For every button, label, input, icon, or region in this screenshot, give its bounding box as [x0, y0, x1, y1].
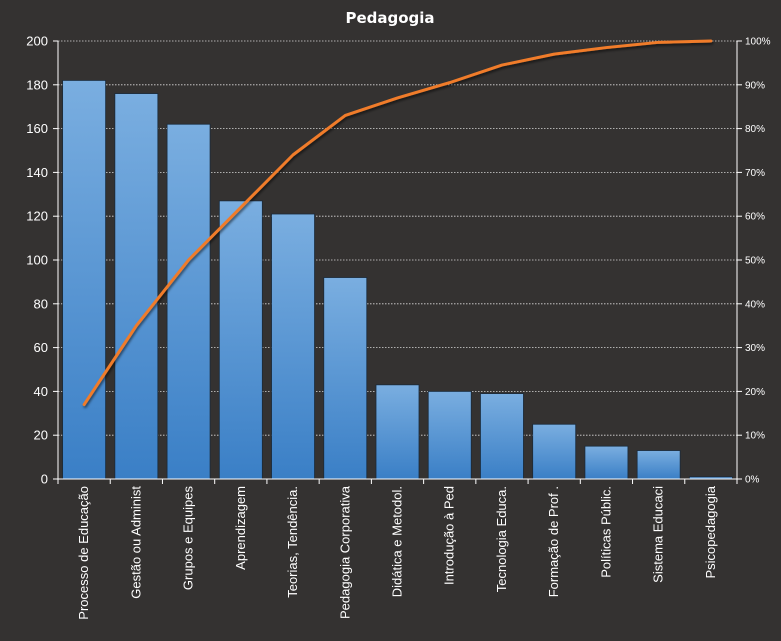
x-tick-label: Sistema Educaci [651, 486, 666, 583]
y-tick-label: 160 [26, 121, 48, 136]
x-tick-label: Tecnologia Educa. [494, 486, 509, 592]
bar [427, 390, 472, 480]
axes [53, 40, 742, 484]
chart-title: Pedagogia [345, 9, 434, 27]
y2-tick-label: 100% [745, 37, 771, 48]
y2-tick-label: 0% [745, 475, 760, 486]
x-tick-label: Grupos e Equipes [181, 486, 196, 591]
cumulative-percent-line [82, 39, 713, 407]
y2-tick-label: 60% [745, 212, 765, 223]
bar [218, 200, 263, 480]
x-tick-label: Introdução à Ped [442, 486, 457, 585]
x-tick-label: Didática e Metodol. [390, 486, 405, 597]
y-tick-label: 60 [34, 340, 48, 355]
x-tick-label: Aprendizagem [233, 486, 248, 570]
y2-tick-label: 40% [745, 299, 765, 310]
y2-tick-label: 20% [745, 387, 765, 398]
y-tick-label: 0 [41, 472, 48, 487]
x-tick-label: Psicopedagogia [703, 485, 718, 578]
x-tick-label: Processo de Educação [76, 486, 91, 620]
bar [375, 384, 420, 480]
y2-axis-ticks: 0% 10% 20% 30% 40% 50% 60% 70% 80% 90% 100% [745, 37, 771, 486]
y-tick-label: 40 [34, 384, 48, 399]
x-tick-label: Formação de Prof . [546, 486, 561, 597]
x-tick-label: Pedagogia Corporativa [337, 485, 352, 619]
y-tick-label: 100 [26, 253, 48, 268]
y-tick-label: 200 [26, 34, 48, 49]
x-tick-label: Gestão ou Administ [128, 486, 143, 599]
x-tick-label: Teorias, Tendência. [285, 486, 300, 598]
bar [636, 450, 681, 480]
bar [271, 213, 315, 480]
bar [62, 80, 107, 480]
y-tick-label: 20 [34, 428, 48, 443]
y2-tick-label: 10% [745, 431, 765, 442]
bar [323, 277, 368, 480]
cumulative-line [82, 39, 713, 407]
bar [584, 445, 629, 480]
bars [62, 80, 733, 480]
gridlines [58, 40, 737, 436]
y2-tick-label: 70% [745, 168, 765, 179]
y2-tick-label: 80% [745, 124, 765, 135]
y-tick-label: 140 [26, 165, 48, 180]
y2-tick-label: 50% [745, 256, 765, 267]
bar [166, 123, 211, 480]
y-tick-label: 180 [26, 77, 48, 92]
bar [480, 393, 524, 480]
x-axis-ticks: Processo de Educação Gestão ou Administ Gr… [76, 485, 718, 619]
y-tick-label: 120 [26, 209, 48, 224]
y-tick-label: 80 [34, 296, 48, 311]
y-axis-ticks: 0 20 40 60 80 100 120 140 160 180 200 [26, 34, 48, 487]
y2-tick-label: 90% [745, 80, 765, 91]
bar [114, 93, 159, 480]
x-tick-label: Políticas Públic. [598, 486, 613, 578]
bar [532, 423, 577, 480]
y2-tick-label: 30% [745, 343, 765, 354]
